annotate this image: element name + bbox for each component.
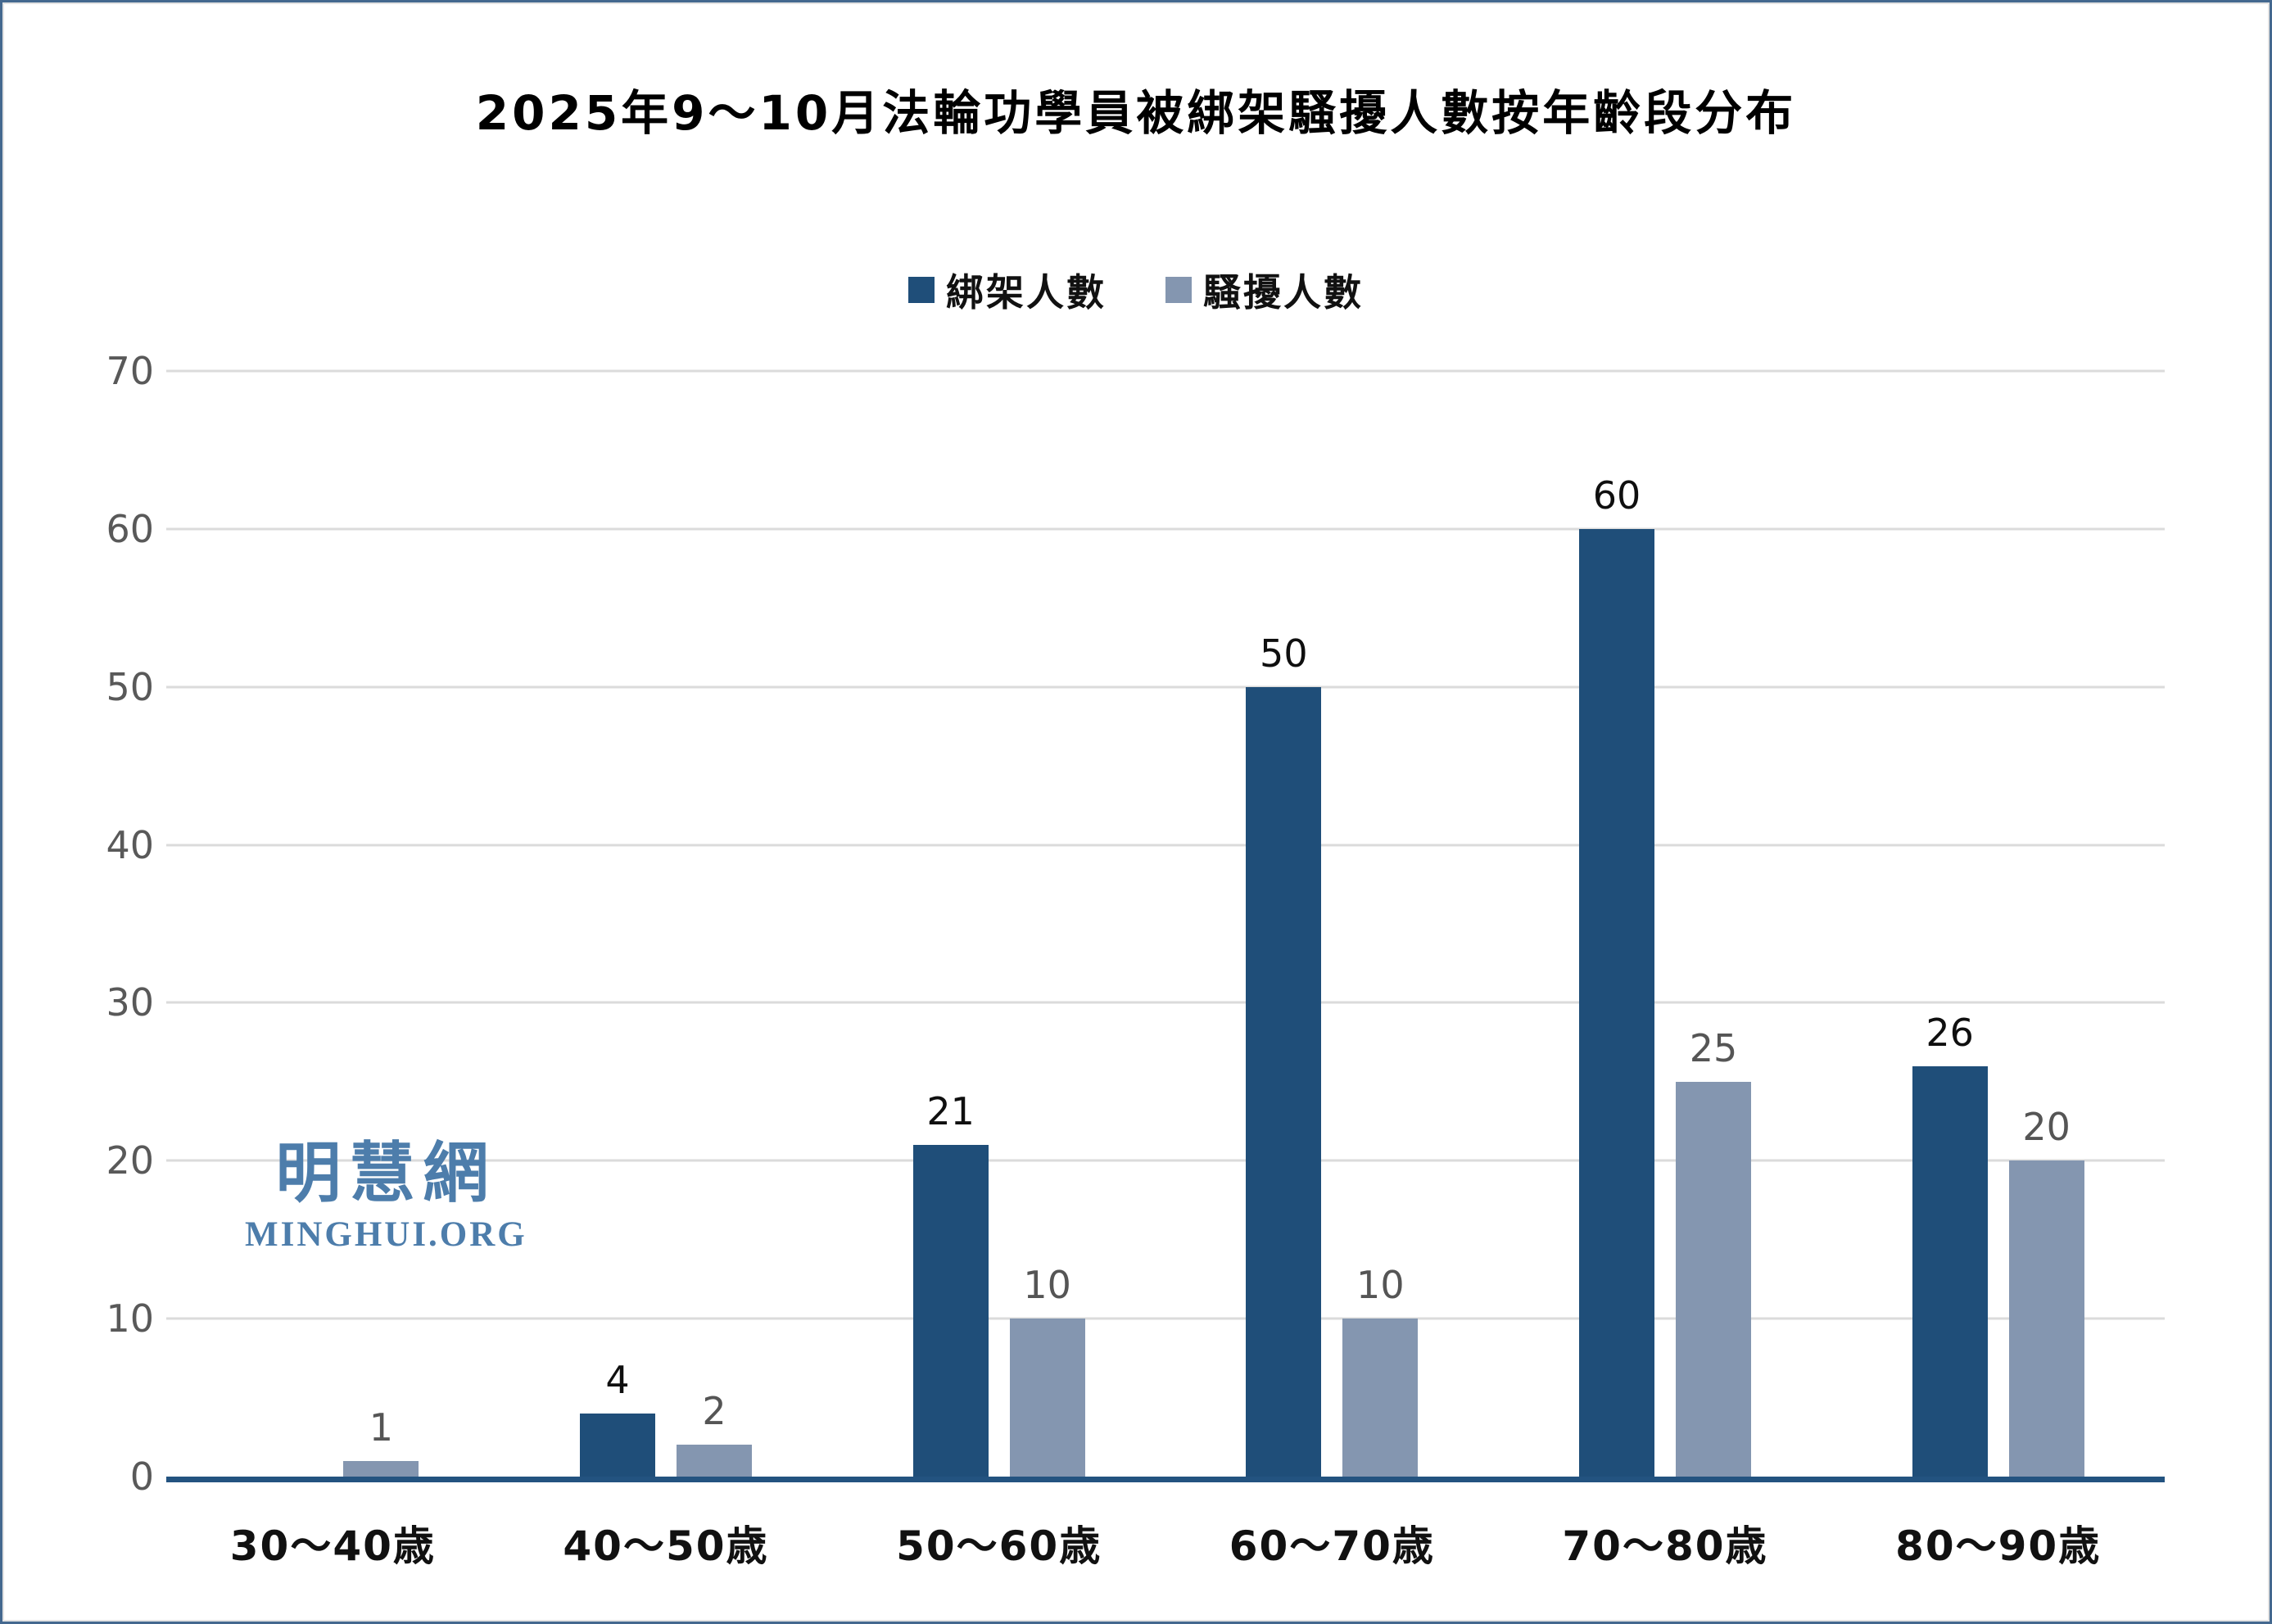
bar-group-60～70歳: 50 10 [1165,371,1499,1477]
bar-slot: 1 [343,371,419,1477]
bar-value-label: 4 [605,1357,630,1402]
legend-label: 騷擾人數 [1203,270,1364,314]
bar-slot: 2 [676,371,752,1477]
bar-slot: 50 [1246,371,1322,1477]
y-axis-tick-label-0: 0 [129,1454,154,1499]
legend-swatch-icon [1165,277,1192,303]
bar-harassed-60～70歳 [1342,1319,1419,1477]
bar-slot: 60 [1578,371,1654,1477]
bar-group-30～40歳: 1 [166,371,500,1477]
watermark-cjk-text: 明慧網 [275,1135,497,1211]
bar-value-label: 20 [2022,1105,2071,1150]
bar-slot: 26 [1912,371,1988,1477]
bar-group-50～60歳: 21 10 [832,371,1165,1477]
gridline-y10 [166,1317,2165,1320]
legend-item-kidnapped: 綁架人數 [908,263,1107,317]
watermark: 明慧網 MINGHUI.ORG [245,1138,527,1255]
bar-slot: 4 [579,371,655,1477]
y-axis-tick-labels: 0 10 20 30 40 50 60 70 [52,352,154,1495]
bar-harassed-70～80歳 [1675,1081,1751,1477]
bar-harassed-80～90歳 [2008,1160,2084,1477]
plot-area: 1 4 2 21 10 50 10 60 25 26 20 [166,369,2165,1482]
gridline-y50 [166,685,2165,689]
x-axis-label-60～70歳: 60～70歳 [1229,1522,1435,1570]
bar-harassed-40～50歳 [676,1445,752,1477]
bar-slot: 20 [2008,371,2084,1477]
y-axis-tick-label-10: 10 [106,1296,154,1341]
legend-item-harassed: 騷擾人數 [1165,263,1364,317]
y-axis-tick-label-40: 40 [106,822,154,867]
x-axis-label-30～40歳: 30～40歳 [229,1522,436,1570]
bar-value-label: 60 [1592,473,1641,518]
bar-value-label: 1 [369,1405,393,1450]
bar-slot: 25 [1675,371,1751,1477]
bar-harassed-50～60歳 [1009,1319,1085,1477]
bar-kidnapped-80～90歳 [1912,1065,1988,1477]
bar-value-label: 50 [1260,631,1308,676]
bar-value-label: 2 [702,1389,726,1434]
bar-slot: 10 [1009,371,1085,1477]
x-axis-label-80～90歳: 80～90歳 [1895,1522,2102,1570]
bar-kidnapped-60～70歳 [1246,686,1322,1477]
bar-value-label: 21 [926,1089,975,1133]
legend-swatch-icon [908,277,935,303]
watermark-latin-text: MINGHUI.ORG [245,1215,527,1254]
bar-value-label: 10 [1023,1263,1071,1308]
gridline-y60 [166,527,2165,531]
bar-group-70～80歳: 60 25 [1499,371,1832,1477]
bar-harassed-30～40歳 [343,1460,419,1477]
bar-value-label: 25 [1689,1025,1738,1070]
bar-kidnapped-50～60歳 [912,1145,989,1477]
y-axis-tick-label-20: 20 [106,1138,154,1183]
gridline-y70 [166,369,2165,373]
gridline-y40 [166,844,2165,847]
bar-kidnapped-70～80歳 [1578,528,1654,1477]
bar-slot: 21 [912,371,989,1477]
gridline-y20 [166,1159,2165,1162]
y-axis-tick-label-30: 30 [106,980,154,1025]
y-axis-tick-label-70: 70 [106,349,154,393]
y-axis-tick-label-60: 60 [106,506,154,551]
bar-value-label: 26 [1926,1010,1974,1055]
legend-label: 綁架人數 [946,270,1107,314]
bar-group-80～90歳: 26 20 [1831,371,2165,1477]
gridline-y30 [166,1001,2165,1004]
y-axis-tick-label-50: 50 [106,664,154,709]
bar-slot [247,371,322,1477]
bar-slot: 10 [1342,371,1419,1477]
x-axis-label-40～50歳: 40～50歳 [563,1522,769,1570]
x-axis-label-70～80歳: 70～80歳 [1562,1522,1768,1570]
bar-kidnapped-40～50歳 [579,1413,655,1477]
chart-title: 2025年9～10月法輪功學員被綁架騷擾人數按年齡段分布 [475,85,1797,141]
bar-value-label: 10 [1356,1263,1405,1308]
legend: 綁架人數 騷擾人數 [2,263,2270,317]
x-axis-label-50～60歳: 50～60歳 [896,1522,1102,1570]
x-axis-labels: 30～40歳 40～50歳 50～60歳 60～70歳 70～80歳 80～90歳 [166,1513,2165,1579]
